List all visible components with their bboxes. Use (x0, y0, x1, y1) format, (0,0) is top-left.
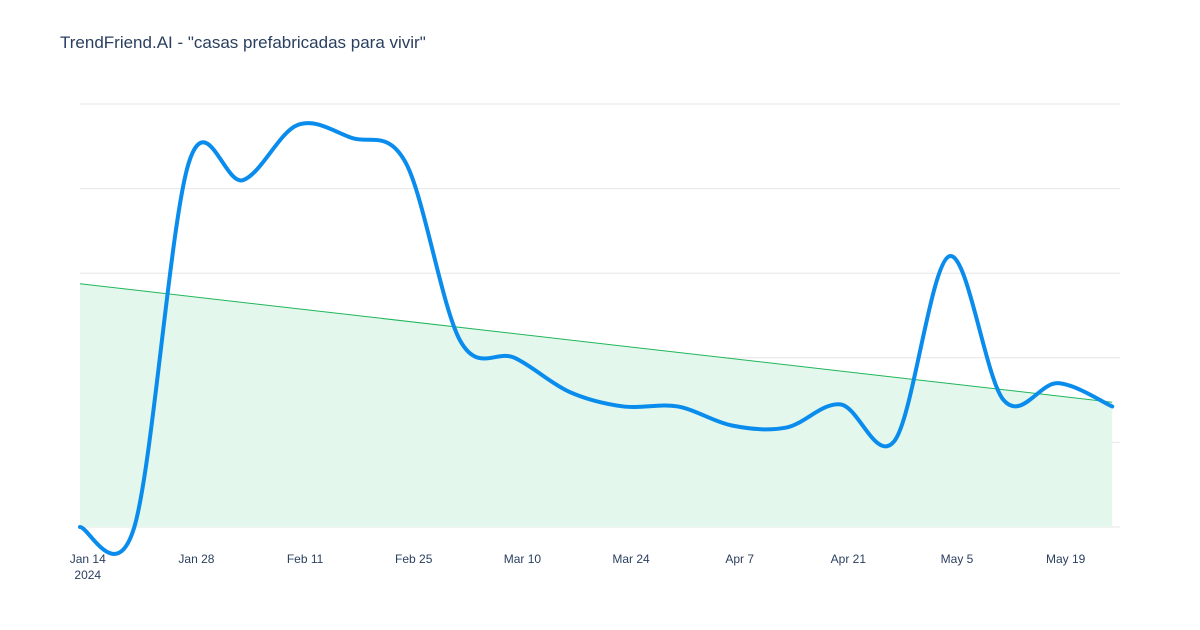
x-tick-label-7: Apr 21 (831, 552, 867, 566)
x-tick-label-4: Mar 10 (504, 552, 542, 566)
x-tick-label-8: May 5 (941, 552, 974, 566)
x-tick-label-5: Mar 24 (612, 552, 650, 566)
trend-area-layer (79, 283, 1113, 527)
trend-area-fill (80, 283, 1113, 527)
x-tick-label-0: Jan 14 (70, 552, 106, 566)
interest-line-layer (78, 121, 1115, 556)
x-axis-ticks: Jan 14 2024 Jan 28 Feb 11 Feb 25 Mar 10 Mar 24… (70, 552, 1086, 582)
x-tick-label-2: Feb 11 (287, 552, 324, 566)
x-tick-label-6: Apr 7 (725, 552, 754, 566)
x-tick-label-1: Jan 28 (178, 552, 214, 566)
x-tick-label-3: Feb 25 (395, 552, 433, 566)
trend-line (79, 283, 1113, 403)
x-tick-year-label: 2024 (74, 568, 101, 582)
interest-line (78, 121, 1115, 556)
x-tick-label-9: May 19 (1046, 552, 1086, 566)
chart-title: TrendFriend.AI - "casas prefabricadas pa… (60, 33, 426, 52)
